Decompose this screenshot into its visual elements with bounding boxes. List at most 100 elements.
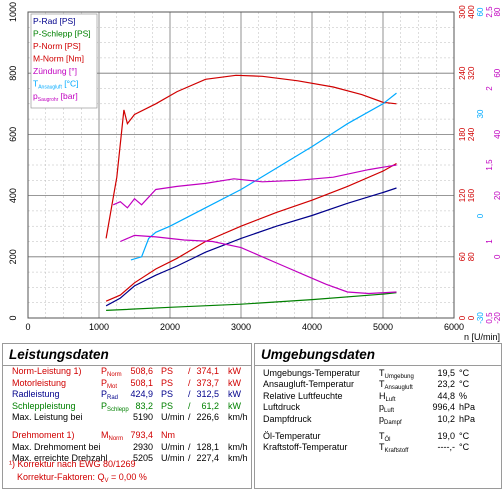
row-value1: 508,1 [130, 377, 153, 388]
y-tick-label: 400 [8, 188, 18, 203]
x-axis-label: n [U/min] [464, 332, 500, 342]
row-label: Radleistung [12, 389, 60, 400]
row-sep: / [188, 412, 191, 423]
right-axis-tick: 0 [493, 254, 502, 259]
env-unit: hPa [459, 402, 476, 413]
env-value: 19,5 [437, 368, 455, 378]
right-axis-tick: 1,5 [485, 159, 494, 171]
right-axis-tick: 400 [467, 5, 476, 19]
right-axis-tick: 240 [467, 127, 476, 141]
row-value1: 793,4 [130, 430, 153, 440]
right-axis-tick: 240 [458, 66, 467, 80]
legend-entry: M-Norm [Nm] [33, 54, 84, 64]
env-symbol: HLuft [379, 390, 396, 403]
env-symbol: TUmgebung [379, 368, 414, 380]
env-unit: hPa [459, 413, 476, 424]
row-sep: / [188, 389, 191, 400]
legend-entry: Zündung [°] [33, 66, 77, 76]
row-unit1: PS [161, 377, 174, 388]
row-unit2: km/h [228, 453, 248, 464]
row-label: Max. erreichte Drehzahl [12, 453, 108, 464]
right-axis-tick: -20 [493, 312, 502, 324]
x-tick-label: 0 [25, 322, 30, 332]
footnote-correction: ¹) Korrektur nach EWG 80/1269 [9, 459, 136, 469]
right-axis-tick: 40 [493, 129, 502, 138]
right-axis-tick: -30 [476, 312, 485, 324]
legend-entry: P-Norm [PS] [33, 41, 81, 51]
env-label: Öl-Temperatur [263, 431, 321, 441]
row-sep: / [188, 366, 191, 376]
row-unit1: U/min [161, 412, 185, 423]
env-symbol: TKraftstoff [379, 442, 409, 455]
x-tick-label: 6000 [444, 322, 464, 332]
footnote-factors: Korrektur-Faktoren: QV = 0,00 % [17, 472, 147, 484]
right-axis-tick: 0 [458, 315, 467, 320]
right-axis-tick: 160 [467, 188, 476, 202]
right-axis-tick: 320 [467, 66, 476, 80]
row-unit1: PS [161, 400, 174, 411]
series-line-5 [112, 164, 397, 209]
series-line-1 [105, 187, 397, 307]
row-label: Max. Drehmoment bei [12, 441, 101, 452]
env-label: Kraftstoff-Temperatur [263, 442, 348, 453]
row-symbol: PSchlepp [101, 400, 129, 413]
row-unit1: PS [161, 366, 174, 376]
plot-frame [27, 11, 455, 319]
env-unit: % [459, 390, 468, 401]
row-value2: 61,2 [201, 400, 219, 411]
env-unit: °C [459, 379, 470, 390]
x-tick-label: 4000 [302, 322, 322, 332]
env-label: Luftdruck [263, 402, 301, 413]
y-tick-label: 0 [8, 315, 18, 320]
row-unit2: kW [228, 377, 241, 388]
y-tick-label: 600 [8, 127, 18, 142]
x-tick-label: 3000 [231, 322, 251, 332]
row-sep: / [188, 377, 191, 388]
x-tick-label: 5000 [373, 322, 393, 332]
row-symbol: PMot [101, 377, 118, 390]
row-unit2: kW [228, 366, 241, 376]
row-unit2: km/h [228, 412, 248, 423]
row-label: Motorleistung [12, 377, 67, 388]
performance-title: Leistungsdaten [3, 344, 251, 366]
env-value: ----,- [437, 442, 456, 453]
right-axis-tick: 1 [485, 239, 494, 244]
row-unit1: U/min [161, 441, 185, 452]
legend-box [30, 13, 98, 109]
env-value: 19,0 [437, 431, 455, 441]
right-axis-tick: 120 [458, 188, 467, 202]
env-symbol: TAnsaugluft [379, 379, 413, 392]
series-line-0 [105, 162, 397, 302]
row-sep: / [188, 441, 191, 452]
env-label: Dampfdruck [263, 413, 312, 424]
series-line-3 [105, 74, 397, 239]
env-label: Umgebungs-Temperatur [263, 368, 361, 378]
row-value1: 5190 [132, 412, 153, 423]
row-value1: 508,6 [130, 366, 153, 376]
row-label: Max. Leistung bei [12, 412, 83, 423]
environment-panel: Umgebungsdaten Umgebungs-Temperatur TUmge… [254, 343, 502, 489]
env-value: 44,8 [437, 390, 455, 401]
row-value2: 312,5 [196, 389, 219, 400]
row-symbol: MNorm [101, 430, 124, 442]
x-tick-label: 1000 [89, 322, 109, 332]
row-symbol: PNorm [101, 366, 122, 378]
environment-title: Umgebungsdaten [255, 344, 501, 366]
y-tick-label: 800 [8, 66, 18, 81]
performance-panel: Leistungsdaten Norm-Leistung 1) PNorm 508,… [2, 343, 252, 489]
row-unit2: km/h [228, 441, 248, 452]
right-axis-tick: 80 [467, 252, 476, 261]
series-line-2 [106, 292, 397, 311]
chart-legend: P-Rad [PS] P-Schlepp [PS] P-Norm [PS] M-Nor… [30, 13, 98, 109]
legend-entry: P-Schlepp [PS] [33, 29, 91, 39]
row-value1: 83,2 [135, 400, 153, 411]
row-value2: 373,7 [196, 377, 219, 388]
row-value1: 2930 [132, 441, 153, 452]
right-axis-tick: 2 [485, 86, 494, 91]
row-label: Drehmoment 1) [12, 430, 75, 440]
env-symbol: TÖl [379, 431, 391, 443]
env-label: Relative Luftfeuchte [263, 390, 343, 401]
row-sep: / [188, 453, 191, 464]
env-value: 10,2 [437, 413, 455, 424]
